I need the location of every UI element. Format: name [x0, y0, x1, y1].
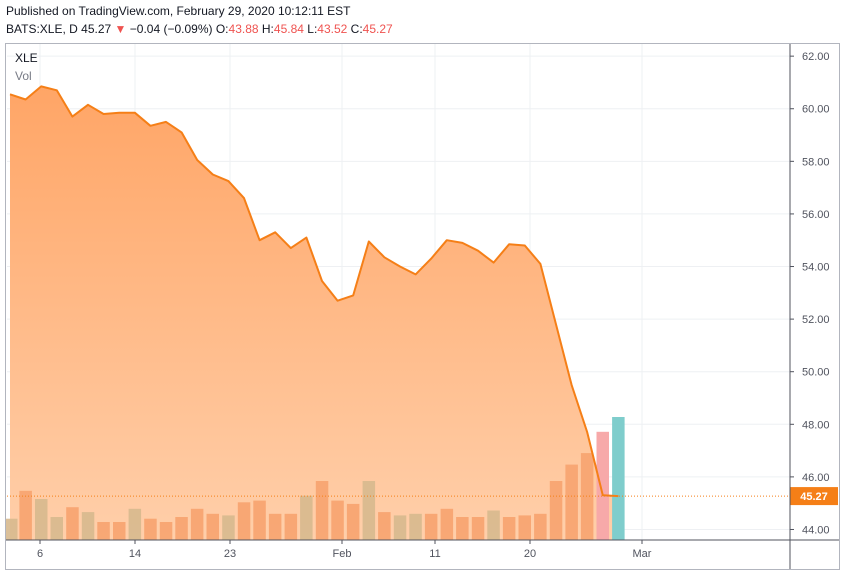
volume-bar — [565, 464, 578, 540]
volume-bar — [409, 513, 422, 540]
price-area — [10, 86, 619, 541]
y-tick-label: 58.00 — [802, 156, 830, 168]
axes: 62.00 60.00 58.00 56.00 54.00 52.00 50.00 48.00… — [5, 43, 840, 570]
x-tick-label: 23 — [224, 548, 236, 560]
volume-bar — [471, 517, 485, 540]
quote-line: BATS:XLE, D 45.27 ▼ −0.04 (−0.09%) O:43.… — [6, 20, 393, 38]
y-tick-label: 56.00 — [802, 209, 830, 221]
volume-bar — [50, 517, 63, 540]
y-tick-label: 60.00 — [802, 104, 830, 116]
volume-bar — [362, 481, 376, 540]
price-series-line — [9, 85, 619, 498]
chart-area[interactable]: 62.00 60.00 58.00 56.00 54.00 52.00 50.00 48.00… — [5, 43, 840, 570]
volume-bar — [128, 508, 142, 540]
low-value: 43.52 — [317, 22, 348, 36]
price-line — [7, 85, 790, 498]
y-tick-label: 50.00 — [802, 367, 830, 379]
x-tick-label: 14 — [129, 548, 141, 560]
volume-bar — [346, 503, 360, 540]
volume-bars — [5, 417, 625, 540]
volume-bar — [596, 431, 609, 540]
low-label: L: — [307, 22, 318, 36]
open-label: O: — [215, 22, 229, 36]
y-tick-label: 44.00 — [802, 524, 830, 536]
volume-bar — [487, 510, 500, 540]
high-label: H: — [261, 22, 274, 36]
x-tick-label: 6 — [37, 548, 43, 560]
volume-bar — [502, 517, 516, 540]
high-value: 45.84 — [273, 22, 304, 36]
volume-bar — [175, 517, 188, 540]
volume-bar — [159, 522, 173, 540]
published-line: Published on TradingView.com, February 2… — [6, 4, 351, 18]
volume-legend-label: Vol — [15, 69, 32, 83]
volume-bar — [237, 502, 251, 540]
volume-bar — [612, 417, 625, 540]
volume-bar — [580, 453, 594, 540]
volume-bar — [268, 513, 282, 540]
volume-bar — [518, 515, 531, 540]
volume-bar — [5, 518, 18, 540]
down-arrow-icon: ▼ — [114, 22, 127, 36]
x-tick-label: 20 — [524, 548, 536, 560]
volume-bar — [534, 513, 547, 540]
last-price-badge — [790, 487, 838, 506]
last-price: 45.27 — [81, 22, 112, 36]
price-area-fill — [10, 86, 619, 541]
volume-bar — [456, 517, 469, 540]
y-tick-label: 52.00 — [802, 314, 830, 326]
volume-bar — [66, 507, 79, 540]
y-tick-label: 54.00 — [802, 262, 830, 274]
last-price-label: 45.27 — [800, 491, 828, 503]
volume-bar — [97, 522, 110, 540]
volume-bar — [113, 522, 126, 540]
volume-bar — [424, 513, 438, 540]
close-value: 45.27 — [362, 22, 393, 36]
volume-bar — [253, 500, 266, 540]
volume-bar — [549, 481, 563, 540]
volume-bar — [331, 500, 344, 540]
open-value: 43.88 — [228, 22, 259, 36]
volume-bar — [190, 508, 204, 540]
volume-bar — [378, 512, 391, 540]
price-change: −0.04 (−0.09%) — [129, 22, 213, 36]
volume-bar — [393, 515, 407, 540]
price-chart[interactable]: 62.00 60.00 58.00 56.00 54.00 52.00 50.00 48.00… — [5, 43, 840, 570]
chart-header: Published on TradingView.com, February 2… — [6, 2, 393, 38]
volume-bar — [144, 518, 157, 540]
y-tick-label: 46.00 — [802, 472, 830, 484]
close-label: C: — [350, 22, 363, 36]
volume-bar — [222, 515, 235, 540]
volume-bar — [440, 508, 454, 540]
y-tick-label: 48.00 — [802, 419, 830, 431]
symbol-label: BATS:XLE, D — [6, 22, 78, 36]
volume-bar — [19, 490, 32, 540]
x-tick-label: 11 — [429, 548, 440, 560]
volume-bar — [35, 499, 48, 540]
x-tick-label: Mar — [633, 548, 652, 560]
volume-bar — [206, 513, 219, 540]
series-legend-label: XLE — [15, 51, 38, 65]
volume-bar — [81, 512, 95, 540]
volume-bar — [315, 481, 329, 540]
volume-bar — [300, 495, 313, 540]
chart-border — [5, 43, 840, 570]
y-tick-label: 62.00 — [802, 51, 830, 63]
volume-bar — [284, 513, 298, 540]
x-tick-label: Feb — [333, 548, 352, 560]
